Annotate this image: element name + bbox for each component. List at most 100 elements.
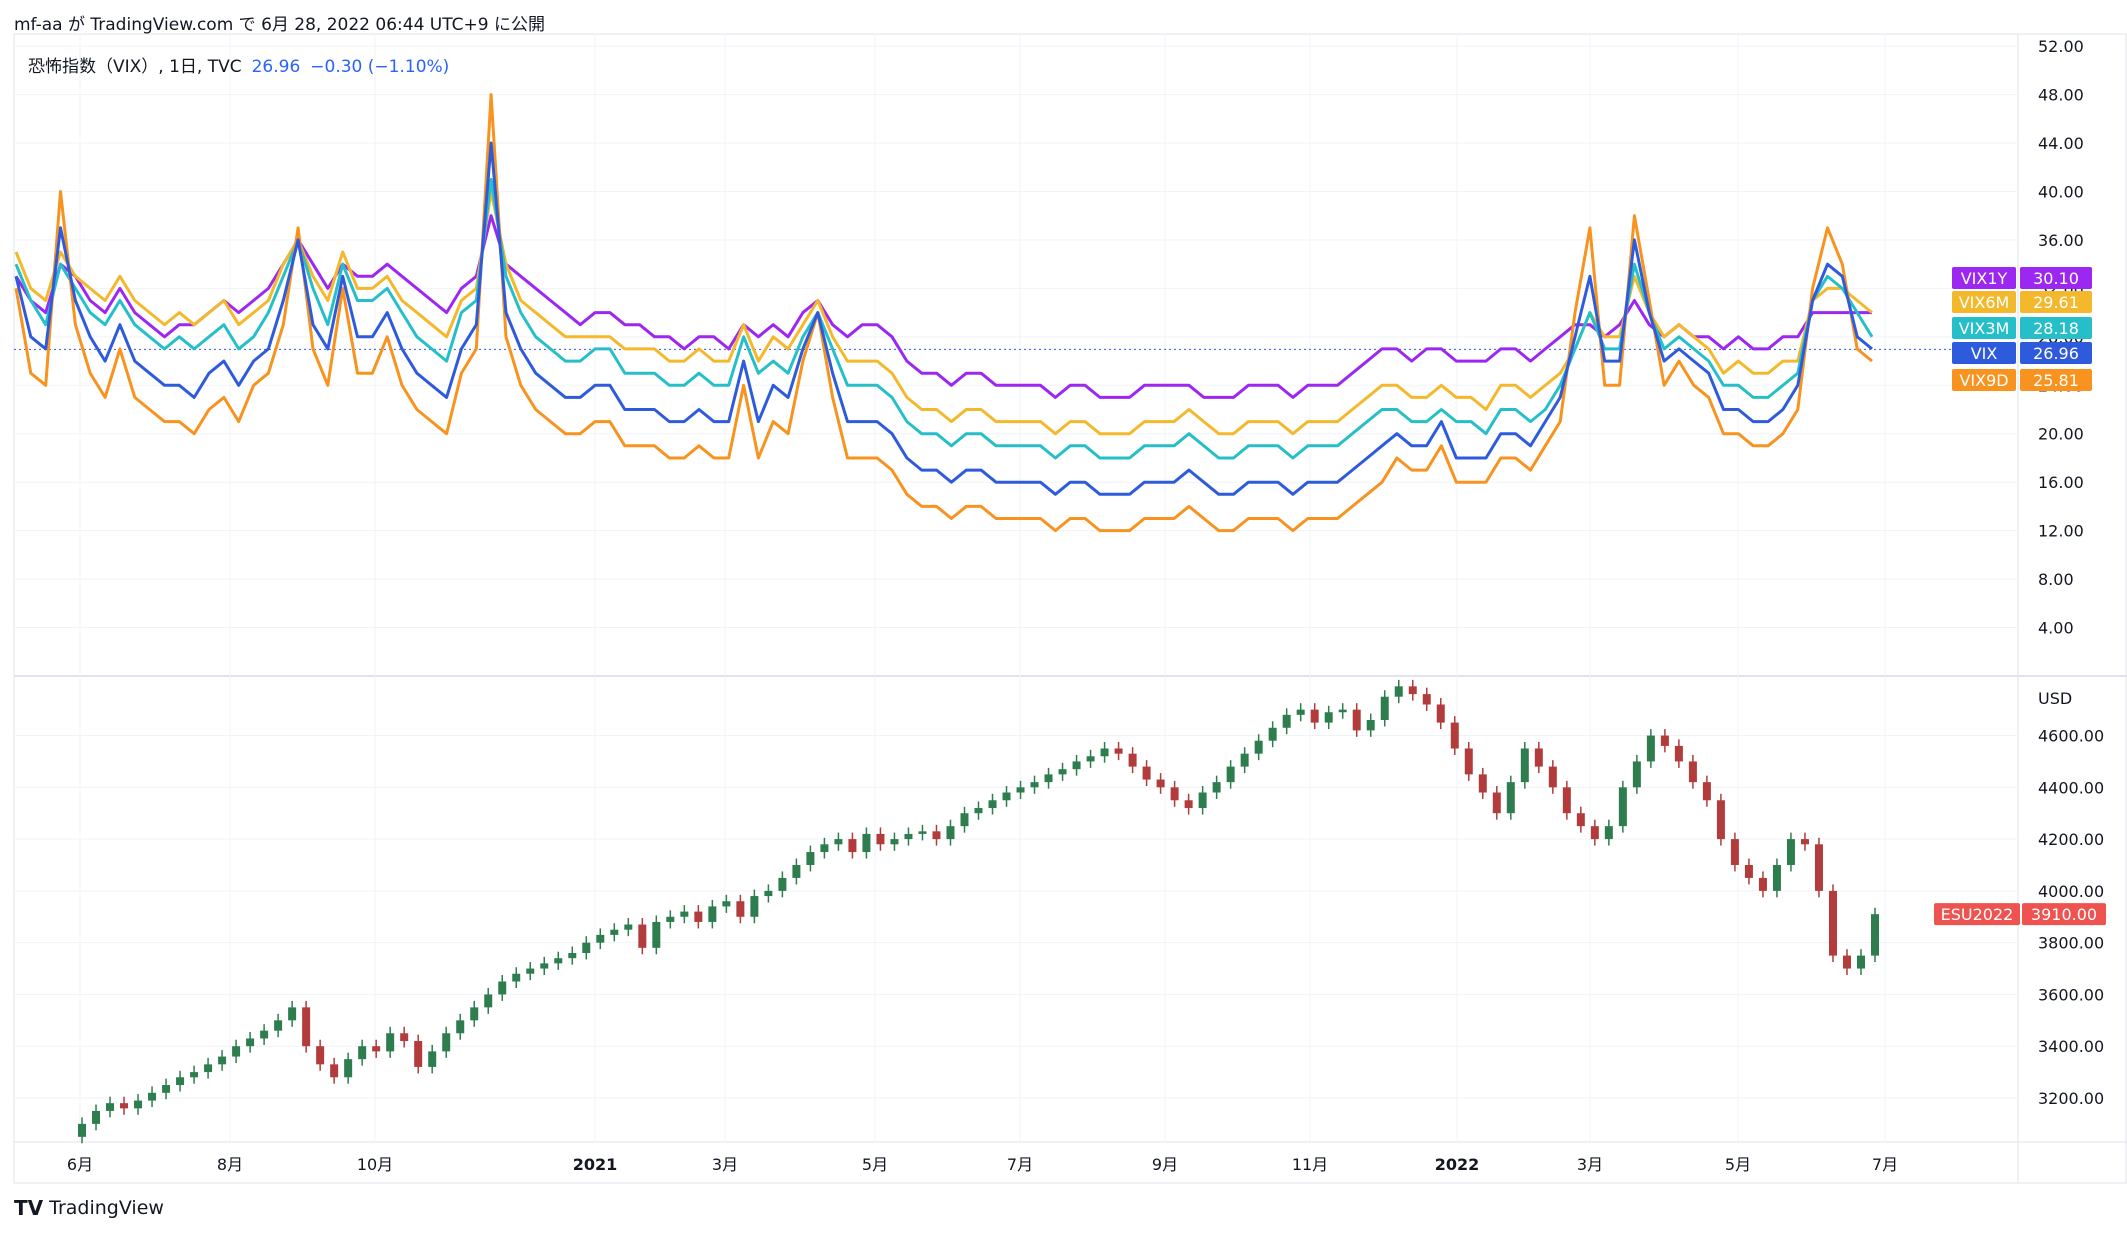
candle-body [1450, 722, 1459, 749]
candle-body [1338, 709, 1347, 713]
candle-body [288, 1007, 297, 1021]
badge-name: VIX6M [1959, 293, 2010, 312]
candle-body [1688, 761, 1697, 783]
candle-body [722, 901, 731, 907]
candle-body [540, 963, 549, 969]
candle-body [1282, 714, 1291, 728]
candle-body [78, 1123, 87, 1137]
candle-body [582, 942, 591, 954]
candle-body [484, 994, 493, 1008]
candle-body [680, 911, 689, 917]
candle-body [148, 1092, 157, 1101]
y-tick-label: 4600.00 [2038, 727, 2104, 746]
badge-value: 30.10 [2033, 269, 2079, 288]
candle-body [162, 1085, 171, 1093]
candle-body [1576, 813, 1585, 827]
candle-body [1716, 800, 1725, 840]
x-tick-label: 7月 [1872, 1155, 1898, 1174]
legend-last-value: 26.96 [251, 57, 301, 77]
candle-body [890, 839, 899, 845]
candle-body [330, 1064, 339, 1078]
candle-body [1198, 792, 1207, 809]
candle-body [386, 1033, 395, 1052]
candle-body [1730, 839, 1739, 865]
candle-body [1128, 753, 1137, 767]
y-tick-label: 3600.00 [2038, 985, 2104, 1004]
candle-body [1436, 704, 1445, 723]
badge-vix9d: VIX9D 25.81 [1952, 369, 2092, 391]
candle-body [1660, 735, 1669, 746]
candle-body [1212, 782, 1221, 793]
candle-body [442, 1033, 451, 1052]
series-line-vix9d [14, 93, 1873, 533]
candle-body [1016, 787, 1025, 793]
candle-body [456, 1020, 465, 1034]
candle-body [302, 1007, 311, 1047]
candle-body [1310, 709, 1319, 723]
x-tick-label: 10月 [357, 1155, 393, 1174]
candle-body [1072, 761, 1081, 770]
series-line-vix1y [14, 214, 1872, 399]
candle-body [232, 1046, 241, 1057]
candle-body [596, 934, 605, 943]
candle-body [666, 916, 675, 922]
candle-body [736, 901, 745, 917]
candle-body [1856, 955, 1865, 969]
y-tick-label: 4200.00 [2038, 830, 2104, 849]
candle-body [1646, 735, 1655, 762]
candle-body [316, 1046, 325, 1065]
candle-body [246, 1038, 255, 1047]
badge-value: 3910.00 [2031, 905, 2097, 924]
y-tick-label: 48.00 [2038, 86, 2084, 105]
candle-body [176, 1077, 185, 1086]
candle-body [694, 911, 703, 922]
candle-body [764, 890, 773, 897]
y-tick-label: 44.00 [2038, 134, 2084, 153]
series-line-vix3m [14, 177, 1874, 460]
candle-body [862, 833, 871, 853]
candle-body [106, 1103, 115, 1111]
candle-body [624, 924, 633, 930]
y-tick-label: 36.00 [2038, 231, 2084, 250]
candle-body [848, 839, 857, 853]
candle-body [960, 813, 969, 827]
candle-body [1772, 864, 1781, 891]
candle-body [372, 1046, 381, 1052]
candle-body [1058, 769, 1067, 775]
candle-body [1030, 782, 1039, 788]
y-tick-label: 8.00 [2038, 570, 2074, 589]
candle-body [1366, 720, 1375, 731]
tv-logo-icon: TV [14, 1196, 44, 1220]
candle-body [1184, 800, 1193, 809]
candle-body [1352, 709, 1361, 731]
candle-body [400, 1033, 409, 1042]
candle-body [512, 973, 521, 982]
tradingview-logo[interactable]: TV TradingView [14, 1196, 164, 1220]
candle-body [92, 1110, 101, 1124]
candle-body [1604, 826, 1613, 840]
candle-body [568, 953, 577, 959]
candle-body [1800, 839, 1809, 845]
chart-legend: 恐怖指数（VIX）, 1日, TVC 26.96 −0.30 (−1.10%) [28, 52, 449, 77]
candle-body [778, 877, 787, 891]
candle-body [876, 833, 885, 845]
x-tick-label: 2021 [573, 1155, 618, 1174]
legend-change: −0.30 (−1.10%) [310, 57, 450, 77]
candle-body [134, 1100, 143, 1109]
candle-body [1758, 877, 1767, 891]
badge-vix3m: VIX3M 28.18 [1952, 317, 2092, 339]
candle-body [1506, 782, 1515, 814]
candle-body [708, 906, 717, 922]
candle-body [974, 808, 983, 814]
candle-body [554, 958, 563, 964]
x-tick-label: 2022 [1435, 1155, 1480, 1174]
badge-value: 25.81 [2033, 371, 2079, 390]
candle-body [1170, 787, 1179, 801]
candle-body [260, 1030, 269, 1039]
y-tick-label: 52.00 [2038, 37, 2084, 56]
y-tick-label: 3800.00 [2038, 934, 2104, 953]
candle-body [918, 831, 927, 834]
legend-symbol-name[interactable]: 恐怖指数（VIX）, 1日, TVC [28, 57, 242, 77]
candle-body [1296, 709, 1305, 715]
